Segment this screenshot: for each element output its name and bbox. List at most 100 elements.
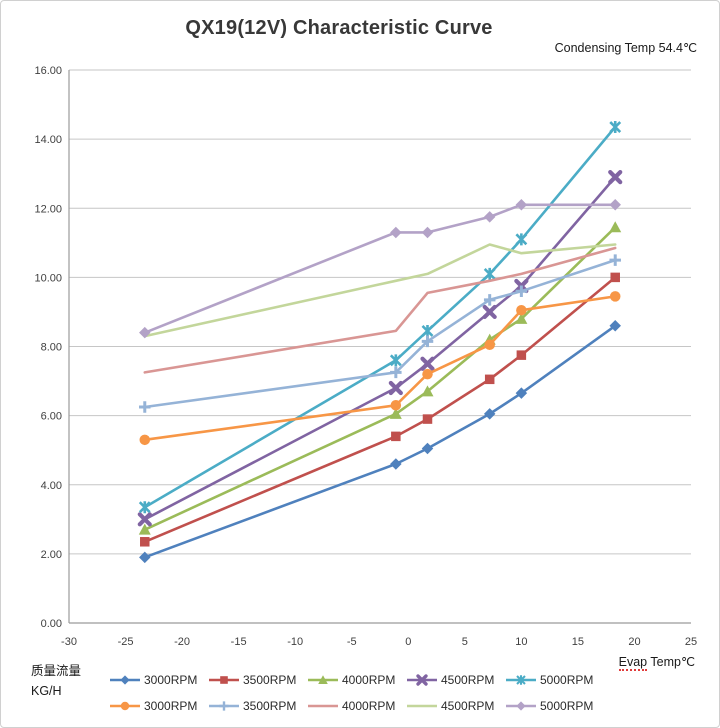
plus-marker-icon bbox=[390, 366, 402, 379]
diamond-marker-icon bbox=[609, 199, 621, 211]
triangle-marker-icon bbox=[609, 221, 622, 233]
diamond-marker-icon bbox=[139, 551, 151, 564]
x-tick-label: 0 bbox=[405, 636, 411, 648]
series-4000rpm-b bbox=[143, 246, 617, 374]
y-tick-label: 6.00 bbox=[41, 411, 62, 423]
diamond-marker-icon bbox=[390, 226, 402, 239]
circle-marker-icon bbox=[422, 368, 433, 380]
asterisk-marker-icon bbox=[516, 675, 526, 685]
triangle-marker-icon bbox=[389, 407, 402, 419]
legend-label: 3500RPM bbox=[243, 673, 297, 687]
series-3500rpm-a bbox=[140, 272, 620, 547]
series-5000rpm-b bbox=[139, 199, 621, 339]
legend-marker bbox=[506, 701, 536, 711]
series-line bbox=[143, 295, 617, 442]
triangle-marker-icon bbox=[318, 675, 328, 684]
series-4500rpm-a bbox=[137, 170, 623, 527]
y-tick-label: 16.00 bbox=[34, 65, 62, 77]
legend-marker bbox=[407, 704, 437, 708]
series-line bbox=[143, 258, 617, 409]
asterisk-marker-icon bbox=[138, 501, 151, 514]
triangle-marker-icon bbox=[138, 523, 151, 535]
plus-marker-icon bbox=[515, 285, 528, 297]
asterisk-marker-icon bbox=[483, 267, 496, 280]
diamond-marker-icon bbox=[421, 442, 434, 455]
plus-marker-icon bbox=[483, 294, 496, 306]
circle-marker-icon bbox=[139, 434, 151, 446]
legend-marker bbox=[506, 675, 536, 685]
series-line bbox=[143, 175, 617, 521]
y-tick-label: 14.00 bbox=[34, 134, 62, 146]
circle-marker-icon bbox=[484, 339, 495, 351]
y-axis-unit-line1: 质量流量 bbox=[31, 664, 82, 678]
x-tick-label: -10 bbox=[287, 636, 303, 648]
x-marker-icon bbox=[388, 380, 403, 396]
legend-marker bbox=[110, 701, 140, 711]
chart-legend: 3000RPM 3500RPM 4000RPM 4500RPM 5000RPM 3000… bbox=[109, 667, 609, 719]
legend-label: 5000RPM bbox=[540, 673, 594, 687]
x-tick-label: 20 bbox=[628, 636, 640, 648]
legend-marker bbox=[407, 674, 437, 686]
asterisk-marker-icon bbox=[421, 324, 434, 337]
legend-item-5000rpm: 5000RPM bbox=[505, 698, 604, 714]
x-tick-label: 15 bbox=[572, 636, 584, 648]
diamond-marker-icon bbox=[515, 387, 528, 399]
legend-item-4500rpm: 4500RPM bbox=[406, 698, 505, 714]
legend-item-4500rpm: 4500RPM bbox=[406, 672, 505, 688]
legend-item-3500rpm: 3500RPM bbox=[208, 672, 307, 688]
y-tick-label: 10.00 bbox=[34, 272, 62, 284]
x-marker-icon bbox=[420, 356, 435, 371]
gridlines bbox=[69, 69, 691, 624]
square-marker-icon bbox=[422, 414, 433, 424]
diamond-marker-icon bbox=[515, 199, 528, 211]
condensing-temp-label: Condensing Temp 54.4℃ bbox=[554, 41, 697, 55]
x-tick-label: -20 bbox=[174, 636, 190, 648]
circle-marker-icon bbox=[516, 304, 527, 316]
legend-marker bbox=[308, 675, 338, 684]
series-line bbox=[143, 276, 617, 544]
x-marker-icon bbox=[608, 170, 623, 185]
x-marker-icon bbox=[416, 674, 428, 686]
diamond-marker-icon bbox=[483, 211, 496, 223]
legend-row-1: 3000RPM 3500RPM 4000RPM 4500RPM 5000RPM bbox=[109, 667, 609, 693]
asterisk-marker-icon bbox=[609, 121, 622, 134]
plus-marker-icon bbox=[421, 335, 434, 348]
square-marker-icon bbox=[484, 374, 495, 385]
series-line bbox=[143, 324, 617, 559]
diamond-marker-icon bbox=[139, 326, 151, 339]
series-4500rpm-b bbox=[143, 243, 617, 338]
series-3000rpm-b bbox=[139, 291, 621, 446]
legend-label: 3000RPM bbox=[144, 673, 198, 687]
x-tick-label: 25 bbox=[685, 636, 697, 648]
legend-label: 4000RPM bbox=[342, 699, 396, 713]
asterisk-marker-icon bbox=[515, 233, 528, 246]
legend-label: 4000RPM bbox=[342, 673, 396, 687]
legend-item-3500rpm: 3500RPM bbox=[208, 698, 307, 714]
square-marker-icon bbox=[610, 272, 620, 283]
legend-marker bbox=[110, 675, 140, 685]
plus-marker-icon bbox=[219, 701, 229, 711]
diamond-marker-icon bbox=[120, 675, 130, 685]
x-tick-label: -30 bbox=[61, 636, 77, 648]
legend-label: 4500RPM bbox=[441, 673, 495, 687]
series-line bbox=[143, 246, 617, 374]
y-tick-label: 8.00 bbox=[41, 342, 62, 354]
circle-marker-icon bbox=[609, 291, 621, 302]
x-tick-label: 10 bbox=[515, 636, 527, 648]
plus-marker-icon bbox=[139, 401, 151, 413]
x-axis-title: Evap Temp℃ bbox=[618, 654, 695, 671]
y-axis-unit-label: 质量流量 KG/H bbox=[31, 661, 81, 701]
series-line bbox=[143, 226, 617, 532]
square-marker-icon bbox=[220, 676, 228, 684]
x-tick-label: 5 bbox=[462, 636, 468, 648]
square-marker-icon bbox=[140, 537, 150, 547]
circle-marker-icon bbox=[390, 400, 402, 411]
x-tick-label: -5 bbox=[347, 636, 357, 648]
y-tick-label: 2.00 bbox=[41, 549, 62, 561]
legend-label: 3500RPM bbox=[243, 699, 297, 713]
legend-item-4000rpm: 4000RPM bbox=[307, 698, 406, 714]
legend-item-5000rpm: 5000RPM bbox=[505, 672, 604, 688]
plus-marker-icon bbox=[609, 254, 621, 266]
square-marker-icon bbox=[516, 350, 527, 360]
